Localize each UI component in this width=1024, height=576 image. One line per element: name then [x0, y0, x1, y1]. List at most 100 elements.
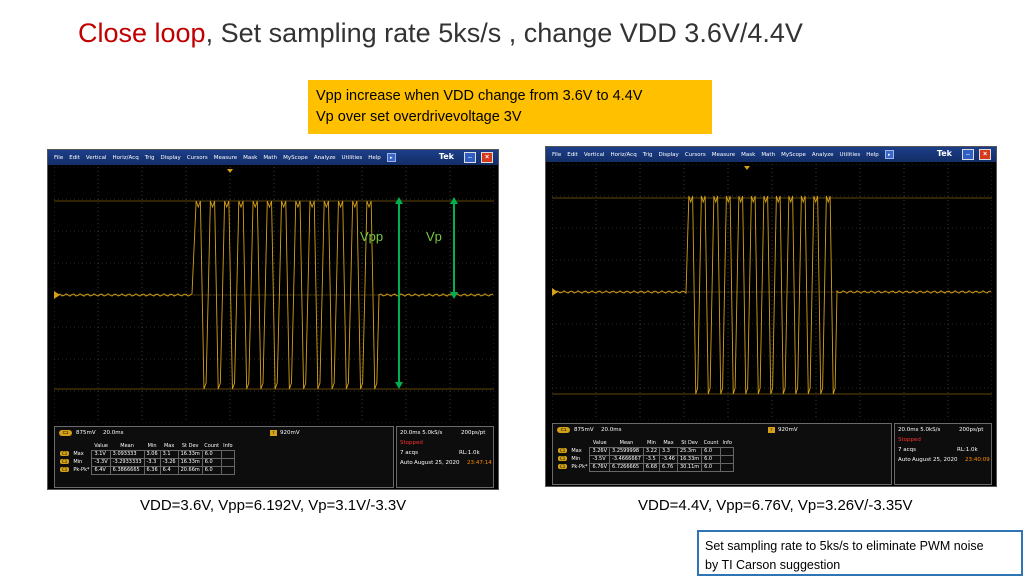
channel-marker-icon: [552, 288, 558, 296]
col-header: Info: [223, 442, 233, 449]
help-arrow-icon[interactable]: ▸: [386, 153, 396, 162]
menu-file[interactable]: File: [54, 154, 64, 161]
menu-file[interactable]: File: [552, 151, 562, 158]
note-line-2: Vp over set overdrivevoltage 3V: [316, 109, 522, 125]
cell: -3.26: [159, 457, 179, 467]
menu-mask[interactable]: Mask: [243, 154, 258, 161]
cell: 6.0: [701, 446, 722, 456]
note-line-1: Vpp increase when VDD change from 3.6V t…: [316, 88, 643, 104]
cell: -3.5V: [589, 454, 611, 464]
col-header: St Dev: [181, 442, 199, 449]
waveform-display: Vpp Vp: [54, 167, 494, 423]
acq-state: Stopped: [898, 437, 921, 443]
cell: -3.3V: [91, 457, 111, 467]
menu-vertical[interactable]: Vertical: [85, 154, 107, 161]
points-readout: 200ps/pt: [959, 427, 984, 433]
table-row: C1 Max 3.26V 3.2599998 3.22 3.3 25.3m 6.…: [556, 446, 735, 456]
vpp-label: Vpp: [360, 229, 384, 244]
readout-area: C1 875mV 20.0ms T 920mV Value Mean Min M…: [54, 426, 494, 488]
menu-utilities[interactable]: Utilities: [341, 154, 363, 161]
acq-time: 23:47:14: [467, 460, 492, 466]
menu-analyze[interactable]: Analyze: [811, 151, 834, 158]
bottom-note-line-2: by TI Carson suggestion: [705, 558, 841, 572]
menu-vertical[interactable]: Vertical: [583, 151, 605, 158]
menu-display[interactable]: Display: [160, 154, 181, 161]
arrow-head-down-icon: [450, 292, 458, 299]
cell: 16.33m: [177, 449, 203, 459]
help-arrow-icon[interactable]: ▸: [884, 150, 894, 159]
menu-measure[interactable]: Measure: [213, 154, 238, 161]
menu-trig[interactable]: Trig: [144, 154, 155, 161]
timebase-panel: 20.0ms 5.0kS/s 200ps/pt Stopped 7 acqs R…: [894, 423, 992, 485]
scope-menubar: File Edit Vertical Horiz/Acq Trig Displa…: [48, 150, 498, 165]
menu-measure[interactable]: Measure: [711, 151, 736, 158]
col-header: Value: [592, 439, 607, 446]
readout-area: C1 875mV 20.0ms T 920mV Value Mean Min M…: [552, 423, 992, 485]
bottom-note-line-1: Set sampling rate to 5ks/s to eliminate …: [705, 539, 984, 553]
menu-help[interactable]: Help: [866, 151, 879, 158]
minimize-button[interactable]: –: [464, 152, 476, 163]
close-button[interactable]: ×: [481, 152, 493, 163]
table-row: C1 Pk-Pk* 6.76V 6.7266665 6.68 6.76 30.1…: [556, 462, 735, 472]
channel-marker-icon: [54, 291, 60, 299]
title-rest: , Set sampling rate 5ks/s , change VDD 3…: [205, 18, 803, 48]
menu-trig[interactable]: Trig: [642, 151, 653, 158]
trigger-position-icon: [744, 166, 750, 170]
menu-edit[interactable]: Edit: [69, 154, 80, 161]
menu-horiz-acq[interactable]: Horiz/Acq: [112, 154, 139, 161]
menu-utilities[interactable]: Utilities: [839, 151, 861, 158]
row-channel-tag: C1: [60, 459, 70, 464]
acq-date: August 25, 2020: [414, 460, 460, 466]
trigger-icon: T: [270, 430, 277, 436]
cell: 3.06: [143, 449, 161, 459]
col-header: Min: [147, 442, 157, 449]
timebase-readout: 20.0ms 5.0kS/s: [898, 427, 941, 433]
scope-window-vdd-3v6: File Edit Vertical Horiz/Acq Trig Displa…: [47, 149, 499, 490]
cell: [719, 454, 735, 464]
cell: 25.3m: [676, 446, 703, 456]
menu-cursors[interactable]: Cursors: [186, 154, 208, 161]
menu-mask[interactable]: Mask: [741, 151, 756, 158]
cell: 3.22: [642, 446, 661, 456]
channel-badge[interactable]: C1: [59, 430, 72, 436]
close-button[interactable]: ×: [979, 149, 991, 160]
acq-count: 7 acqs: [898, 447, 916, 453]
channel-badge[interactable]: C1: [557, 427, 570, 433]
cell: 3.2599998: [609, 446, 644, 456]
channel-measurement-panel: C1 875mV 20.0ms T 920mV Value Mean Min M…: [552, 423, 892, 485]
waveform-graticule: [54, 167, 494, 423]
cell: 6.0: [201, 465, 222, 475]
row-channel-tag: C1: [60, 467, 70, 472]
row-channel-tag: C1: [558, 456, 568, 461]
minimize-button[interactable]: –: [962, 149, 974, 160]
row-name: Min: [571, 456, 581, 462]
cell: 3.093333: [109, 449, 145, 459]
cell: [220, 465, 236, 475]
menu-analyze[interactable]: Analyze: [313, 154, 336, 161]
menu-math[interactable]: Math: [263, 154, 278, 161]
row-channel-tag: C1: [558, 448, 568, 453]
table-row: C1 Pk-Pk* 6.4V 6.3866665 6.36 6.4 20.66m…: [58, 465, 236, 475]
trigger-icon: T: [768, 427, 775, 433]
vdiv-readout: 875mV: [76, 430, 96, 436]
menu-help[interactable]: Help: [368, 154, 381, 161]
acq-count: 7 acqs: [400, 450, 418, 456]
caption-scope-1: VDD=3.6V, Vpp=6.192V, Vp=3.1V/-3.3V: [140, 497, 407, 514]
menu-math[interactable]: Math: [761, 151, 776, 158]
cell: 6.3866665: [109, 465, 145, 475]
cell: -3.3: [143, 457, 161, 467]
col-header: Count: [703, 439, 719, 446]
arrow-head-up-icon: [395, 197, 403, 204]
cell: [220, 457, 236, 467]
cell: 20.66m: [177, 465, 203, 475]
tek-logo: Tek: [438, 152, 454, 161]
menu-myscope[interactable]: MyScope: [283, 154, 308, 161]
menu-myscope[interactable]: MyScope: [781, 151, 806, 158]
menu-display[interactable]: Display: [658, 151, 679, 158]
menu-edit[interactable]: Edit: [567, 151, 578, 158]
acq-date: August 25, 2020: [912, 457, 958, 463]
menu-horiz-acq[interactable]: Horiz/Acq: [610, 151, 637, 158]
menu-cursors[interactable]: Cursors: [684, 151, 706, 158]
timebase-panel: 20.0ms 5.0kS/s 200ps/pt Stopped 7 acqs R…: [396, 426, 494, 488]
waveform-graticule: [552, 164, 992, 420]
